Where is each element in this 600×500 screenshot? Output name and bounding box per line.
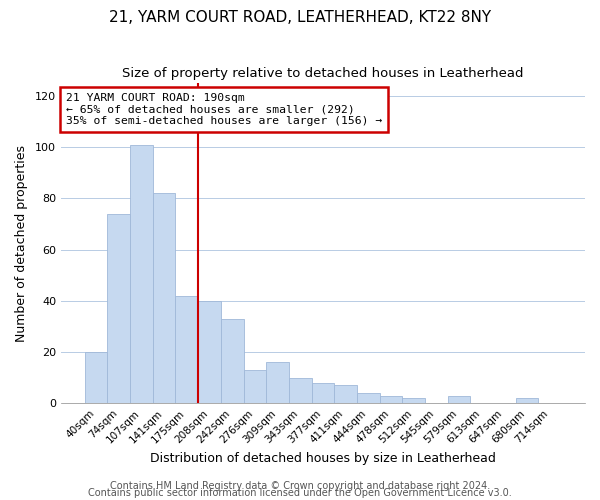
Text: 21 YARM COURT ROAD: 190sqm
← 65% of detached houses are smaller (292)
35% of sem: 21 YARM COURT ROAD: 190sqm ← 65% of deta… bbox=[66, 92, 382, 126]
Text: Contains HM Land Registry data © Crown copyright and database right 2024.: Contains HM Land Registry data © Crown c… bbox=[110, 481, 490, 491]
Y-axis label: Number of detached properties: Number of detached properties bbox=[15, 144, 28, 342]
Bar bbox=[130, 144, 153, 404]
Bar bbox=[153, 193, 175, 404]
Bar bbox=[289, 378, 311, 404]
Bar bbox=[221, 319, 244, 404]
Text: Contains public sector information licensed under the Open Government Licence v3: Contains public sector information licen… bbox=[88, 488, 512, 498]
Title: Size of property relative to detached houses in Leatherhead: Size of property relative to detached ho… bbox=[122, 68, 524, 80]
Bar bbox=[403, 398, 425, 404]
Bar bbox=[448, 396, 470, 404]
Text: 21, YARM COURT ROAD, LEATHERHEAD, KT22 8NY: 21, YARM COURT ROAD, LEATHERHEAD, KT22 8… bbox=[109, 10, 491, 25]
Bar bbox=[175, 296, 198, 404]
Bar bbox=[311, 383, 334, 404]
Bar bbox=[107, 214, 130, 404]
Bar bbox=[357, 393, 380, 404]
Bar bbox=[516, 398, 538, 404]
Bar bbox=[380, 396, 403, 404]
Bar bbox=[244, 370, 266, 404]
X-axis label: Distribution of detached houses by size in Leatherhead: Distribution of detached houses by size … bbox=[150, 452, 496, 465]
Bar bbox=[334, 386, 357, 404]
Bar bbox=[198, 301, 221, 404]
Bar bbox=[266, 362, 289, 404]
Bar bbox=[85, 352, 107, 404]
